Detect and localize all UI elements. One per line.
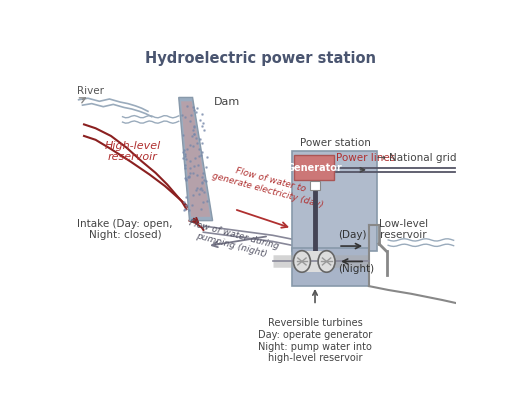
Bar bbox=[302, 251, 327, 272]
Ellipse shape bbox=[318, 251, 335, 272]
Text: Generator: Generator bbox=[287, 162, 342, 173]
Text: Low-level
reservoir: Low-level reservoir bbox=[379, 219, 428, 241]
Text: Flow of water during
pumping (night): Flow of water during pumping (night) bbox=[185, 218, 280, 261]
Bar bbox=[292, 248, 369, 286]
Text: Reversible turbines
Day: operate generator
Night: pump water into
high-level res: Reversible turbines Day: operate generat… bbox=[258, 318, 372, 363]
Bar bbox=[294, 155, 334, 180]
Text: High-level
reservoir: High-level reservoir bbox=[105, 141, 161, 162]
Text: Hydroelectric power station: Hydroelectric power station bbox=[145, 51, 376, 66]
Text: → National grid: → National grid bbox=[376, 153, 456, 164]
Bar bbox=[292, 151, 376, 252]
Text: Intake (Day: open,
Night: closed): Intake (Day: open, Night: closed) bbox=[77, 219, 173, 241]
Bar bbox=[310, 181, 321, 190]
Polygon shape bbox=[179, 98, 213, 221]
Text: Power station: Power station bbox=[300, 138, 370, 148]
Text: (Night): (Night) bbox=[338, 264, 374, 274]
Text: River: River bbox=[77, 86, 104, 96]
Polygon shape bbox=[181, 101, 210, 217]
Text: Power lines: Power lines bbox=[336, 153, 395, 164]
Text: (Day): (Day) bbox=[338, 230, 367, 241]
Text: Dam: Dam bbox=[214, 97, 240, 107]
Ellipse shape bbox=[294, 251, 310, 272]
Text: Flow of water to
generate electricity (day): Flow of water to generate electricity (d… bbox=[211, 161, 327, 210]
